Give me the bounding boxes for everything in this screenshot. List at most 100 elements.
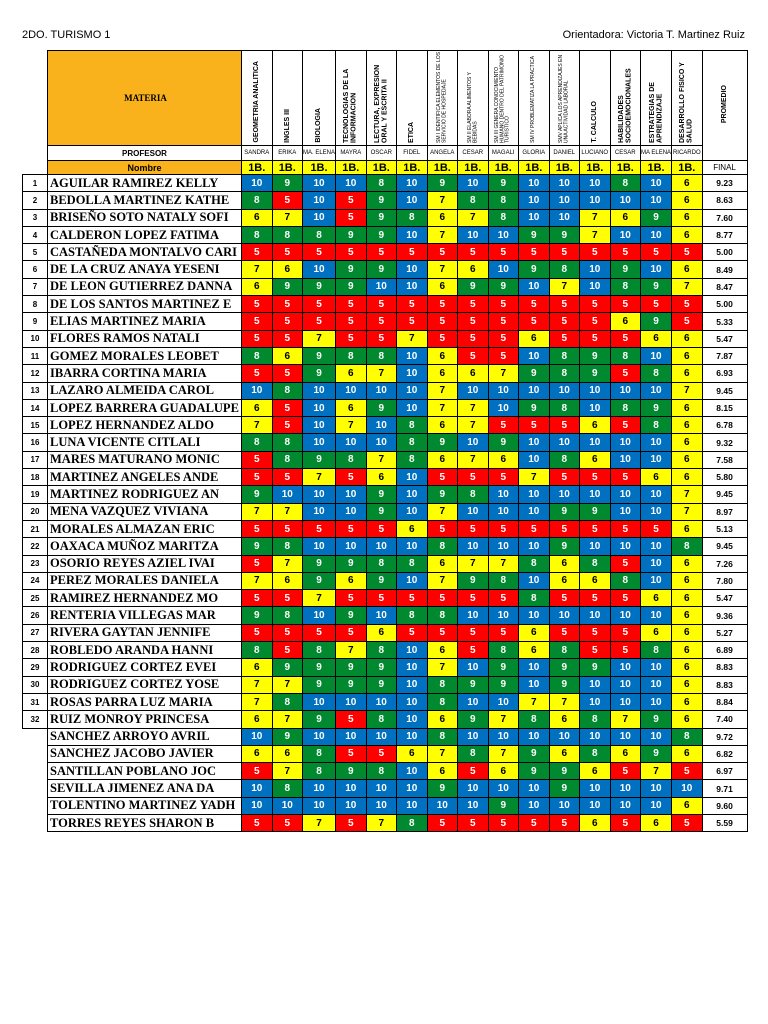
grade-cell: 7 xyxy=(271,554,303,573)
average-value: 5.13 xyxy=(701,519,748,539)
advisor-name: Orientadora: Victoria T. Martinez Ruiz xyxy=(562,29,745,41)
grade-cell: 6 xyxy=(671,589,703,608)
grade-cell: 5 xyxy=(335,623,367,643)
grade-cell: 5 xyxy=(241,468,273,487)
grade-cell: 9 xyxy=(335,606,367,625)
grade-cell: 9 xyxy=(301,554,337,573)
grade-cell: 10 xyxy=(396,727,428,746)
subject-header: SM IV PROBLEMATIZA LA PRACTICA xyxy=(518,50,550,146)
grade-cell: 9 xyxy=(640,398,673,418)
grade-cell: 10 xyxy=(301,208,337,227)
grade-cell: 9 xyxy=(301,571,337,591)
grade-cell: 8 xyxy=(640,364,673,383)
grade-cell: 9 xyxy=(271,277,303,297)
teacher-name: ANGELA xyxy=(426,145,459,161)
grade-cell: 8 xyxy=(426,727,459,746)
grade-cell: 9 xyxy=(640,208,673,227)
row-number xyxy=(23,745,48,762)
grade-cell: 9 xyxy=(335,277,367,297)
average-value: 9.32 xyxy=(701,433,748,452)
teacher-name: MAYRA xyxy=(335,145,367,161)
grade-cell: 5 xyxy=(609,416,642,435)
student-name: RAMIREZ HERNANDEZ MO xyxy=(47,589,242,608)
grade-cell: 8 xyxy=(396,416,428,435)
grade-cell: 7 xyxy=(518,692,550,712)
student-name: TOLENTINO MARTINEZ YADH xyxy=(47,796,242,815)
grade-cell: 8 xyxy=(487,571,520,591)
grade-cell: 5 xyxy=(609,468,642,487)
grade-cell: 10 xyxy=(518,606,550,625)
grade-cell: 9 xyxy=(426,485,459,504)
grade-cell: 9 xyxy=(335,554,367,573)
grade-cell: 7 xyxy=(241,675,273,694)
student-row: 10 FLORES RAMOS NATALI 5 5 7 5 5 7 5 5 5 6 5 5 5 6 6 5.47 xyxy=(22,329,748,348)
grade-cell: 6 xyxy=(579,813,611,833)
grade-cell: 10 xyxy=(335,537,367,556)
grade-cell: 10 xyxy=(579,173,611,193)
row-number: 6 xyxy=(22,260,48,279)
grade-cell: 6 xyxy=(426,277,459,297)
grade-cell: 5 xyxy=(457,623,489,643)
grade-cell: 8 xyxy=(548,450,581,470)
grade-cell: 9 xyxy=(271,727,303,746)
grade-cell: 5 xyxy=(426,295,459,314)
grade-cell: 10 xyxy=(579,779,611,798)
student-name: OAXACA MUÑOZ MARITZA xyxy=(47,537,242,556)
grade-cell: 5 xyxy=(396,243,428,262)
row-number: 22 xyxy=(22,537,48,556)
student-row: 12 IBARRA CORTINA MARIA 5 5 9 6 7 10 6 6 7 9 8 9 5 8 6 6.… xyxy=(22,364,748,383)
grade-cell: 10 xyxy=(640,502,673,521)
grade-cell: 5 xyxy=(271,329,303,348)
corner-blank xyxy=(23,51,48,146)
grade-cell: 10 xyxy=(335,727,367,746)
average-value: 5.00 xyxy=(701,295,748,314)
grade-cell: 10 xyxy=(396,364,428,383)
grade-cell: 8 xyxy=(640,641,673,660)
grade-cell: 10 xyxy=(396,502,428,521)
grade-cell: 7 xyxy=(671,485,703,504)
grade-cell: 10 xyxy=(271,796,303,815)
grade-cell: 6 xyxy=(271,571,303,591)
grade-cell: 7 xyxy=(548,277,581,297)
grade-cell: 6 xyxy=(671,208,703,227)
grade-cell: 10 xyxy=(335,779,367,798)
grade-cell: 7 xyxy=(457,554,489,573)
grade-cell: 5 xyxy=(609,623,642,643)
grade-cell: 10 xyxy=(609,779,642,798)
grade-cell: 9 xyxy=(548,537,581,556)
grade-cell: 9 xyxy=(365,260,398,279)
grade-cell: 6 xyxy=(671,675,703,694)
grade-cell: 10 xyxy=(365,796,398,815)
average-value: 9.45 xyxy=(701,537,748,556)
grade-cell: 10 xyxy=(396,381,428,400)
grade-cell: 5 xyxy=(271,243,303,262)
average-value: 9.36 xyxy=(701,606,748,625)
student-name: IBARRA CORTINA MARIA xyxy=(47,364,242,383)
grade-cell: 10 xyxy=(609,502,642,521)
grade-cell: 6 xyxy=(518,641,550,660)
grade-cell: 10 xyxy=(335,692,367,712)
student-row: 1 AGUILAR RAMIREZ KELLY 10 9 10 10 8 10 9 10 9 10 10… xyxy=(22,173,748,193)
teacher-name: ERIKA xyxy=(271,145,303,161)
grade-cell: 10 xyxy=(457,658,489,677)
grade-cell: 5 xyxy=(579,589,611,608)
grade-cell: 7 xyxy=(457,208,489,227)
grade-cell: 10 xyxy=(671,779,703,798)
grade-cell: 5 xyxy=(671,813,703,833)
teacher-name: FIDEL xyxy=(396,145,428,161)
grade-cell: 5 xyxy=(426,468,459,487)
teacher-name: SANDRA xyxy=(241,145,273,161)
average-value: 7.58 xyxy=(701,450,748,470)
grade-cell: 8 xyxy=(579,710,611,729)
grade-cell: 7 xyxy=(271,762,303,781)
row-number: 12 xyxy=(22,364,48,383)
grade-cell: 10 xyxy=(365,433,398,452)
corner-blank-3 xyxy=(23,161,48,175)
grade-cell: 10 xyxy=(579,277,611,297)
grade-cell: 8 xyxy=(271,692,303,712)
average-value: 9.71 xyxy=(701,779,748,798)
grade-cell: 10 xyxy=(426,796,459,815)
promedio-label: PROMEDIO xyxy=(720,85,728,124)
grade-cell: 9 xyxy=(487,433,520,452)
grade-cell: 9 xyxy=(548,675,581,694)
